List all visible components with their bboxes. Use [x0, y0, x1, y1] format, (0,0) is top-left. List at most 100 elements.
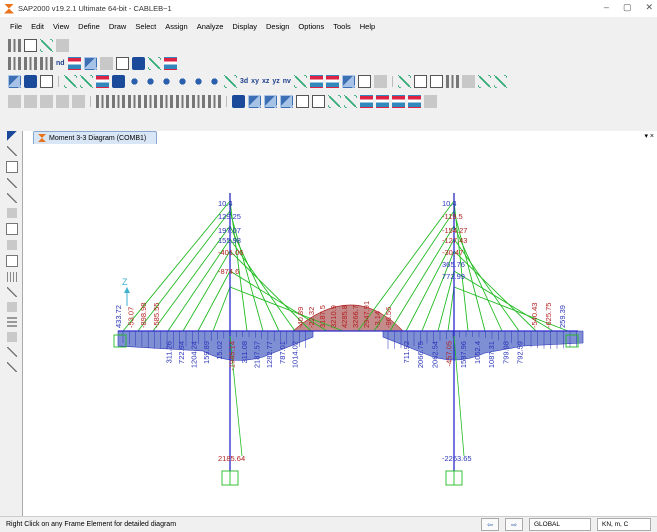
end-length-icon[interactable] [128, 95, 141, 108]
draw-cable-icon[interactable] [6, 287, 17, 297]
close-button[interactable]: ✕ [645, 2, 653, 12]
draw-area-left-icon[interactable] [6, 208, 17, 218]
frame-icon[interactable] [8, 57, 21, 70]
display-icon[interactable] [341, 75, 355, 88]
zoom-in-icon[interactable] [160, 75, 173, 88]
menu-display[interactable]: Display [232, 22, 258, 31]
output-station-icon[interactable] [160, 95, 173, 108]
zoom-prev-icon[interactable] [208, 75, 221, 88]
assign-cable-icon[interactable] [40, 95, 53, 108]
reference-point-icon[interactable] [6, 332, 17, 342]
pointer-icon[interactable] [40, 39, 53, 52]
view-nv-button[interactable]: nv [282, 78, 291, 85]
draw-link-icon[interactable] [445, 75, 459, 88]
load-icon[interactable] [83, 57, 97, 70]
nd-label[interactable]: nd [56, 60, 65, 67]
rotate-icon[interactable] [293, 75, 307, 88]
dimension-icon[interactable] [6, 317, 17, 327]
menu-analyze[interactable]: Analyze [196, 22, 224, 31]
show-loads-icon[interactable] [248, 95, 261, 108]
show-plot-icon[interactable] [312, 95, 325, 108]
draw-frame-left-icon[interactable] [6, 193, 17, 203]
tension-icon[interactable] [192, 95, 205, 108]
view-3d-button[interactable]: 3d [240, 78, 249, 85]
design-aluminum-icon[interactable] [392, 95, 405, 108]
draw-special-icon[interactable] [6, 362, 17, 372]
menu-edit[interactable]: Edit [31, 22, 45, 31]
view-xz-button[interactable]: xz [261, 78, 270, 85]
more-icon[interactable] [56, 39, 69, 52]
draw-frame-icon[interactable] [397, 75, 411, 88]
zoom-out-icon[interactable] [176, 75, 189, 88]
snap-icon[interactable] [461, 75, 475, 88]
hinge-icon[interactable] [208, 95, 221, 108]
assign-icon[interactable] [67, 57, 81, 70]
reshape-icon[interactable] [6, 146, 17, 156]
pan-icon[interactable] [224, 75, 237, 88]
zoom-window-icon[interactable] [144, 75, 157, 88]
draw-area-icon[interactable] [413, 75, 427, 88]
menu-tools[interactable]: Tools [333, 22, 351, 31]
frame2-icon[interactable] [24, 57, 37, 70]
minimize-button[interactable]: – [603, 2, 609, 12]
view-yz-button[interactable]: yz [272, 78, 280, 85]
options-icon[interactable] [373, 75, 387, 88]
design-more-icon[interactable] [424, 95, 437, 108]
text-tool-icon[interactable] [8, 39, 21, 52]
quick-area-icon[interactable] [6, 240, 17, 250]
draw-line-icon[interactable] [6, 178, 17, 188]
quick-draw-icon[interactable] [477, 75, 491, 88]
show-deformed-icon[interactable] [264, 95, 277, 108]
window-menu-arrow[interactable]: ▾ × [644, 133, 654, 140]
section-cut-icon[interactable] [493, 75, 507, 88]
print-icon[interactable] [40, 75, 53, 88]
show-table-icon[interactable] [296, 95, 309, 108]
menu-define[interactable]: Define [78, 22, 100, 31]
units-select[interactable]: KN, m, C [597, 518, 651, 531]
view-xy-button[interactable]: xy [251, 78, 259, 85]
set-display-icon[interactable] [357, 75, 371, 88]
menu-select[interactable]: Select [135, 22, 157, 31]
draw-rect-icon[interactable] [5, 223, 18, 235]
design-concrete-icon[interactable] [376, 95, 389, 108]
design-steel-icon[interactable] [360, 95, 373, 108]
section-cut-left-icon[interactable] [6, 302, 17, 312]
next-arrow-button[interactable]: ⇨ [505, 518, 523, 531]
down-icon[interactable] [325, 75, 339, 88]
assign-joint-icon[interactable] [8, 95, 21, 108]
menu-draw[interactable]: Draw [108, 22, 127, 31]
menu-view[interactable]: View [53, 22, 70, 31]
table-icon[interactable] [115, 57, 129, 70]
save-icon[interactable] [24, 75, 37, 88]
grid-icon[interactable] [99, 57, 113, 70]
show-forces-icon[interactable] [280, 95, 293, 108]
draw-tendon-icon[interactable] [6, 272, 17, 282]
assign-area-icon[interactable] [56, 95, 69, 108]
virtual-work-icon[interactable] [344, 95, 357, 108]
up-icon[interactable] [309, 75, 323, 88]
show-undeformed-icon[interactable] [232, 95, 245, 108]
menu-help[interactable]: Help [359, 22, 376, 31]
frame-release-icon[interactable] [96, 95, 109, 108]
undo-icon[interactable] [64, 75, 77, 88]
lock-icon[interactable] [112, 75, 125, 88]
dropdown-icon[interactable] [24, 39, 37, 52]
draw-solid-left-icon[interactable] [5, 255, 18, 267]
design-icon[interactable] [163, 57, 177, 70]
maximize-button[interactable]: ▢ [622, 2, 632, 12]
select-pointer-icon[interactable] [6, 131, 17, 141]
menu-options[interactable]: Options [298, 22, 325, 31]
redo-icon[interactable] [80, 75, 93, 88]
assign-frame-icon[interactable] [24, 95, 37, 108]
menu-assign[interactable]: Assign [165, 22, 188, 31]
run-analysis-icon[interactable] [128, 75, 141, 88]
new-icon[interactable] [8, 75, 21, 88]
menu-design[interactable]: Design [266, 22, 290, 31]
design-cold-icon[interactable] [408, 95, 421, 108]
draw-solid-icon[interactable] [429, 75, 443, 88]
draw-joint-icon[interactable] [5, 161, 18, 173]
check-icon[interactable] [147, 57, 161, 70]
run-icon[interactable] [131, 57, 145, 70]
model-window[interactable]: Moment 3-3 Diagram (COMB1) ▾ × Z 10.4 129.… [22, 131, 657, 516]
